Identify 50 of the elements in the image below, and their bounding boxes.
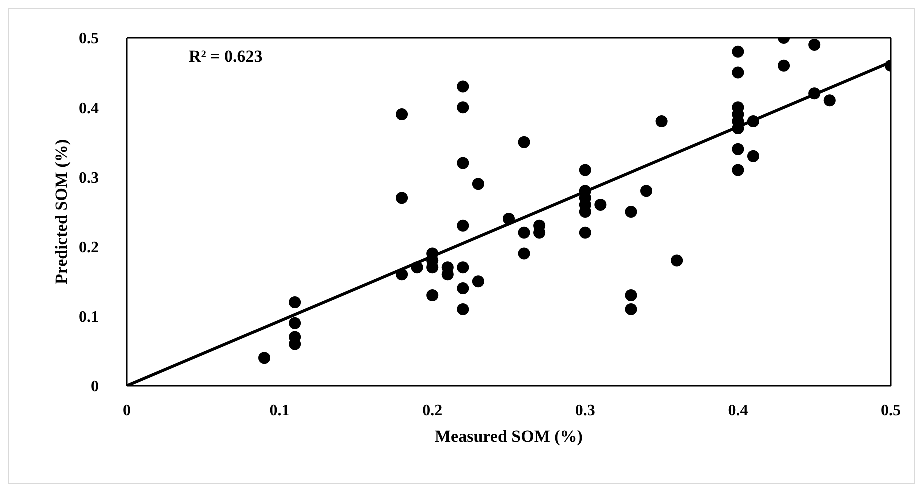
point [457, 262, 470, 274]
point [579, 164, 592, 176]
point [457, 157, 470, 170]
point [472, 178, 484, 190]
x-tick-label: 0.1 [270, 402, 290, 420]
point [747, 150, 760, 162]
point [426, 290, 439, 302]
y-tick-label: 0.1 [79, 309, 99, 326]
point [518, 248, 530, 260]
point [625, 290, 638, 302]
point [732, 66, 744, 79]
point [518, 136, 530, 148]
x-tick-label: 0 [123, 402, 131, 420]
point [457, 80, 470, 93]
x-axis-title: Measured SOM (%) [435, 427, 583, 446]
point [732, 164, 744, 176]
point [732, 46, 744, 58]
x-tick-label: 0.5 [881, 402, 901, 420]
y-tick-label: 0.5 [79, 30, 99, 48]
point [778, 60, 790, 72]
point [457, 303, 470, 316]
point [808, 38, 821, 51]
point [396, 108, 408, 121]
point [289, 317, 302, 330]
y-tick-label: 0.4 [79, 100, 99, 118]
y-tick-label: 0.3 [79, 170, 99, 187]
point [457, 220, 470, 232]
x-tick-label: 0.2 [422, 402, 443, 420]
point [396, 192, 408, 204]
point [625, 303, 638, 316]
point [289, 296, 302, 308]
point [732, 143, 744, 156]
point [625, 206, 638, 218]
annotation: R² = 0.623 [189, 47, 263, 67]
point [457, 282, 470, 295]
point [472, 276, 484, 288]
point [824, 94, 836, 107]
y-tick-label: 0.2 [79, 239, 99, 256]
point [656, 116, 668, 128]
point [518, 226, 530, 239]
point [258, 352, 271, 364]
point [457, 102, 470, 114]
x-tick-label: 0.3 [575, 402, 596, 420]
y-axis-title: Predicted SOM (%) [52, 139, 72, 285]
y-tick-label: 0 [91, 378, 99, 396]
point [579, 226, 592, 239]
point [671, 254, 684, 267]
point [594, 199, 607, 212]
x-tick-label: 0.4 [728, 402, 748, 420]
point [640, 185, 653, 198]
